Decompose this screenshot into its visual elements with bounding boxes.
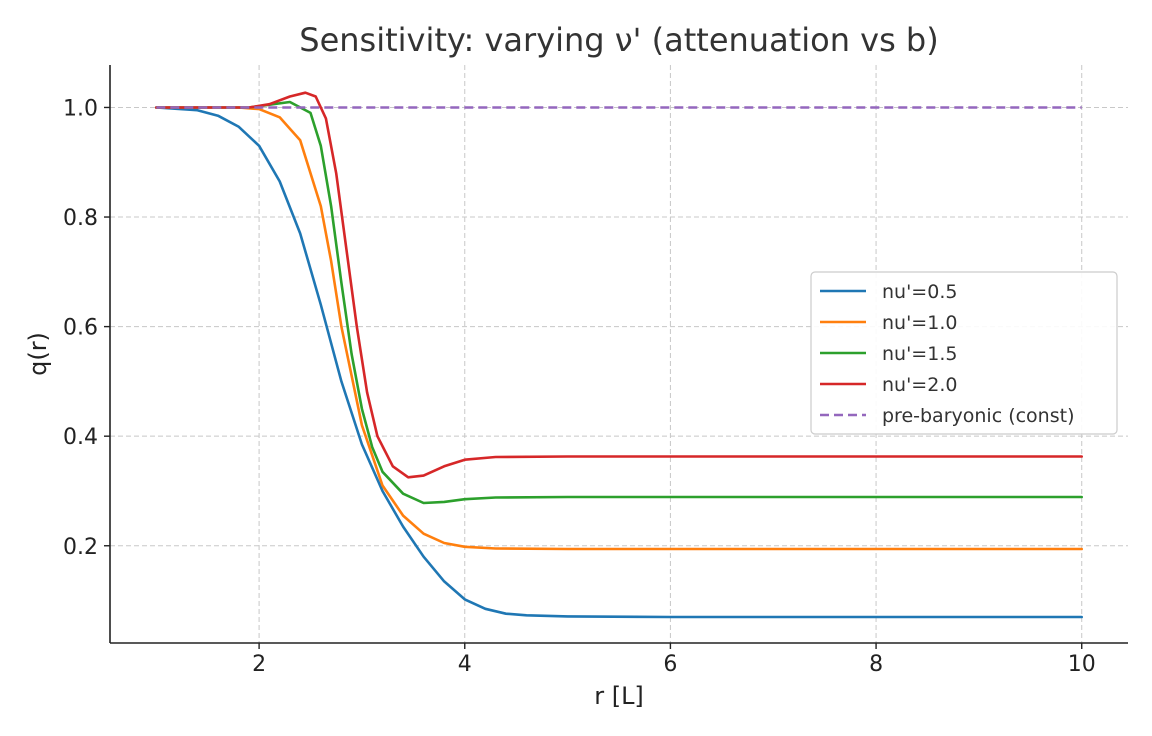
y-tick-label: 1.0	[63, 96, 98, 121]
x-axis-label: r [L]	[594, 682, 644, 710]
series-line-2	[155, 106, 1083, 551]
series-line-3	[155, 100, 1083, 505]
legend-label-4: nu'=2.0	[882, 374, 957, 396]
y-tick-label: 0.2	[63, 535, 98, 560]
ticks: 2 4 6 8 10 0.2 0.4 0.6 0.8 1.0	[63, 96, 1096, 677]
series-line-1	[155, 106, 1083, 619]
legend-frame	[810, 271, 1118, 435]
legend-label-1: nu'=0.5	[882, 281, 957, 303]
x-tick-label: 8	[869, 652, 883, 677]
legend-label-5: pre-baryonic (const)	[882, 405, 1074, 427]
x-tick-label: 10	[1068, 652, 1096, 677]
legend-label-2: nu'=1.0	[882, 312, 957, 334]
x-tick-label: 2	[252, 652, 266, 677]
y-axis-label: q(r)	[24, 332, 52, 376]
plot-area	[155, 91, 1083, 619]
legend-label-3: nu'=1.5	[882, 343, 957, 365]
y-tick-label: 0.4	[63, 425, 98, 450]
x-tick-label: 4	[458, 652, 472, 677]
series-line-4	[155, 91, 1083, 479]
chart-title: Sensitivity: varying ν' (attenuation vs …	[299, 21, 938, 59]
y-tick-label: 0.6	[63, 316, 98, 341]
x-tick-label: 6	[663, 652, 677, 677]
legend: nu'=0.5 nu'=1.0 nu'=1.5 nu'=2.0 pre-baryonic…	[810, 271, 1118, 435]
y-tick-label: 0.8	[63, 206, 98, 231]
